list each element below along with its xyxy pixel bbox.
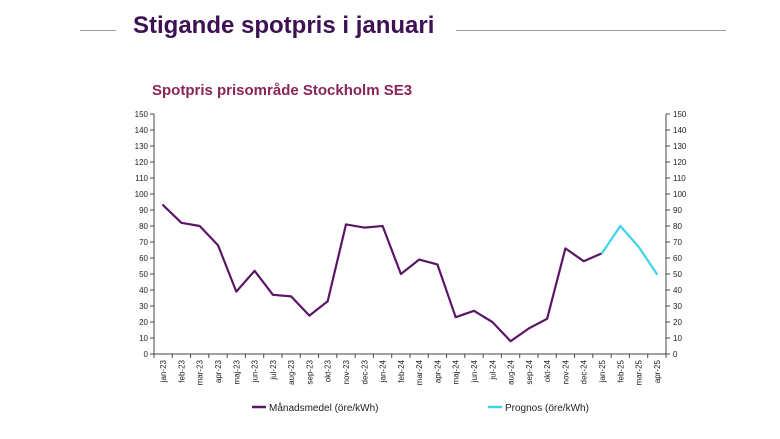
title-rule-left — [80, 30, 116, 31]
x-tick-label: feb-25 — [616, 359, 625, 382]
x-tick-label: mar-25 — [635, 359, 644, 385]
y-tick-label-left: 30 — [139, 302, 148, 311]
y-tick-label-left: 60 — [139, 254, 148, 263]
y-tick-label-left: 70 — [139, 238, 148, 247]
x-tick-label: jan-23 — [159, 359, 168, 383]
y-tick-label-right: 130 — [673, 142, 687, 151]
x-tick-label: feb-24 — [397, 359, 406, 382]
series-line-manadsmedel — [162, 204, 604, 343]
y-tick-label-left: 120 — [135, 158, 149, 167]
x-tick-label: aug-24 — [507, 359, 516, 384]
x-tick-label: okt-23 — [324, 359, 333, 382]
y-tick-label-left: 40 — [139, 286, 148, 295]
x-tick-label: nov-23 — [342, 359, 351, 384]
y-tick-label-left: 130 — [135, 142, 149, 151]
x-tick-label: dec-24 — [580, 359, 589, 384]
x-tick-label: apr-23 — [214, 359, 223, 383]
y-tick-label-right: 0 — [673, 350, 678, 359]
y-tick-label-right: 20 — [673, 318, 682, 327]
x-tick-label: okt-24 — [543, 359, 552, 382]
x-tick-label: jun-24 — [470, 359, 479, 383]
y-tick-label-right: 140 — [673, 126, 687, 135]
slide-title: Stigande spotpris i januari — [133, 12, 435, 39]
y-tick-label-right: 60 — [673, 254, 682, 263]
x-tick-label: jul-23 — [269, 359, 278, 380]
y-tick-label-left: 20 — [139, 318, 148, 327]
x-tick-label: jan-24 — [379, 359, 388, 383]
x-tick-label: apr-25 — [653, 359, 662, 383]
x-tick-label: aug-23 — [287, 359, 296, 384]
y-tick-label-left: 100 — [135, 190, 149, 199]
y-tick-label-right: 100 — [673, 190, 687, 199]
x-tick-label: nov-24 — [561, 359, 570, 384]
x-tick-label: feb-23 — [177, 359, 186, 382]
x-tick-label: maj-24 — [452, 359, 461, 384]
y-tick-label-left: 150 — [135, 110, 149, 119]
y-tick-label-right: 110 — [673, 174, 686, 183]
x-tick-label: sep-24 — [525, 359, 534, 384]
y-tick-label-left: 90 — [139, 206, 148, 215]
legend-label: Prognos (öre/kWh) — [505, 403, 589, 414]
y-tick-label-left: 110 — [135, 174, 148, 183]
x-tick-label: mar-23 — [196, 359, 205, 385]
y-tick-label-right: 90 — [673, 206, 682, 215]
y-tick-label-right: 70 — [673, 238, 682, 247]
x-tick-label: jun-23 — [251, 359, 260, 383]
y-tick-label-right: 10 — [673, 334, 682, 343]
y-tick-label-left: 10 — [139, 334, 148, 343]
legend-label: Månadsmedel (öre/kWh) — [269, 402, 378, 414]
y-tick-label-right: 40 — [673, 286, 682, 295]
y-tick-label-right: 150 — [673, 110, 687, 119]
x-tick-label: jul-24 — [488, 359, 497, 380]
y-tick-label-right: 120 — [673, 158, 687, 167]
series-line-prognos — [600, 224, 659, 276]
y-tick-label-left: 140 — [135, 126, 149, 135]
y-tick-label-left: 0 — [144, 350, 149, 359]
y-tick-label-left: 80 — [139, 222, 148, 231]
chart-title: Spotpris prisområde Stockholm SE3 — [152, 82, 413, 99]
y-tick-label-left: 50 — [139, 270, 148, 279]
x-tick-label: jan-25 — [598, 359, 607, 383]
x-tick-label: apr-24 — [433, 359, 442, 383]
y-tick-label-right: 30 — [673, 302, 682, 311]
x-tick-label: mar-24 — [415, 359, 424, 385]
y-tick-label-right: 50 — [673, 270, 682, 279]
x-tick-label: dec-23 — [360, 359, 369, 384]
x-tick-label: sep-23 — [305, 359, 314, 384]
x-tick-label: maj-23 — [232, 359, 241, 384]
y-tick-label-right: 80 — [673, 222, 682, 231]
title-rule-right — [456, 30, 726, 31]
